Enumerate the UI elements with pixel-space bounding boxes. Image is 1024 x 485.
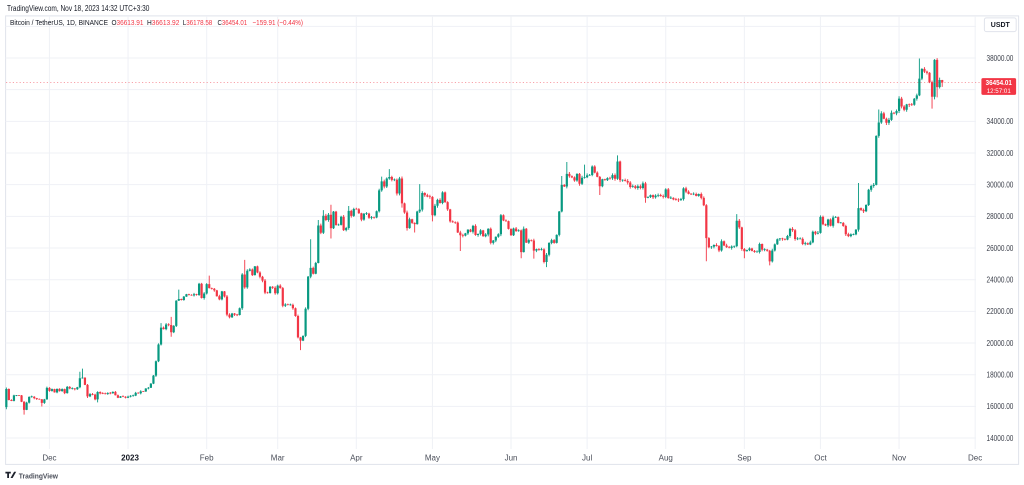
- svg-text:20000.00: 20000.00: [987, 339, 1014, 348]
- svg-text:USDT: USDT: [991, 22, 1011, 29]
- svg-text:Apr: Apr: [350, 453, 363, 462]
- svg-text:Nov: Nov: [892, 453, 906, 462]
- svg-text:TradingView: TradingView: [19, 471, 59, 480]
- svg-text:2023: 2023: [121, 453, 139, 462]
- svg-text:24000.00: 24000.00: [987, 275, 1014, 284]
- svg-text:34000.00: 34000.00: [987, 117, 1014, 126]
- svg-text:TradingView.com, Nov 18, 2023: TradingView.com, Nov 18, 2023 14:32 UTC+…: [7, 4, 150, 13]
- svg-text:H36613.92: H36613.92: [147, 18, 179, 27]
- svg-text:Mar: Mar: [271, 453, 285, 462]
- svg-text:L36178.58: L36178.58: [183, 18, 213, 27]
- svg-text:Bitcoin / TetherUS, 1D, BINANC: Bitcoin / TetherUS, 1D, BINANCE: [10, 18, 108, 27]
- svg-text:14000.00: 14000.00: [987, 434, 1014, 443]
- svg-text:O36613.91: O36613.91: [112, 18, 144, 27]
- svg-text:Dec: Dec: [42, 453, 56, 462]
- svg-text:May: May: [425, 453, 440, 462]
- svg-text:32000.00: 32000.00: [987, 149, 1014, 158]
- svg-text:C36454.01: C36454.01: [218, 18, 248, 27]
- svg-text:Dec: Dec: [968, 453, 982, 462]
- svg-text:12:57:01: 12:57:01: [987, 88, 1011, 95]
- svg-text:Aug: Aug: [659, 453, 673, 462]
- svg-text:38000.00: 38000.00: [987, 54, 1014, 63]
- svg-text:Oct: Oct: [814, 453, 827, 462]
- svg-text:26000.00: 26000.00: [987, 244, 1014, 253]
- svg-text:16000.00: 16000.00: [987, 402, 1014, 411]
- svg-text:18000.00: 18000.00: [987, 371, 1014, 380]
- svg-text:30000.00: 30000.00: [987, 180, 1014, 189]
- svg-text:Feb: Feb: [200, 453, 214, 462]
- svg-text:36454.01: 36454.01: [986, 78, 1012, 87]
- svg-text:−159.91 (−0.44%): −159.91 (−0.44%): [253, 18, 304, 27]
- svg-text:Jul: Jul: [582, 453, 592, 462]
- svg-text:Jun: Jun: [505, 453, 518, 462]
- svg-text:22000.00: 22000.00: [987, 307, 1014, 316]
- svg-text:Sep: Sep: [737, 453, 752, 462]
- svg-text:28000.00: 28000.00: [987, 212, 1014, 221]
